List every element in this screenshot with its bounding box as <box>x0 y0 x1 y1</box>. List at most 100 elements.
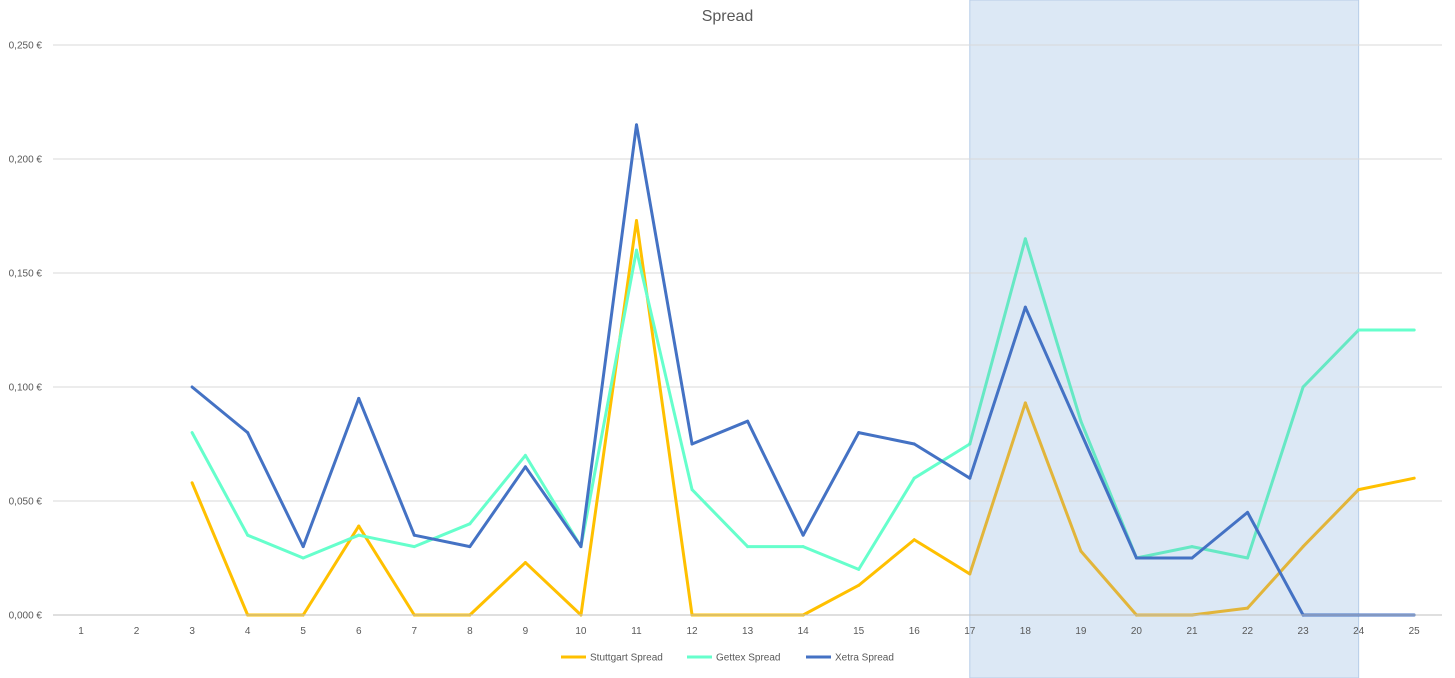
series-xetra-spread <box>190 123 1416 617</box>
data-point <box>746 545 749 548</box>
series-segment <box>912 442 972 480</box>
data-point <box>968 572 971 575</box>
data-point <box>1135 557 1138 560</box>
data-point <box>802 534 805 537</box>
axis-layer: 0,000 € 0,050 € 0,100 € 0,150 € 0,200 € 0,250… <box>9 41 1442 637</box>
series-segment <box>301 533 361 560</box>
data-point <box>302 557 305 560</box>
x-tick-label: 16 <box>909 626 921 637</box>
data-point <box>524 561 527 564</box>
series-segment <box>190 431 250 537</box>
series-segment <box>690 488 750 549</box>
data-point <box>857 584 860 587</box>
series-segment <box>1357 476 1416 492</box>
highlight-layer <box>969 0 1360 678</box>
data-point <box>1024 401 1027 404</box>
data-point <box>1413 329 1416 332</box>
series-segment <box>746 419 805 537</box>
x-tick-label: 23 <box>1298 626 1310 637</box>
series-segment <box>1190 606 1250 617</box>
series-segment <box>1023 237 1083 423</box>
series-segment <box>357 524 416 617</box>
data-point <box>1357 488 1360 491</box>
x-tick-label: 11 <box>631 626 642 637</box>
data-point <box>857 568 860 571</box>
data-point <box>468 545 471 548</box>
x-tick-label: 3 <box>189 626 195 637</box>
series-segment <box>412 522 472 549</box>
data-point <box>1191 545 1194 548</box>
series-segment <box>1023 401 1083 553</box>
series-segment <box>246 431 305 549</box>
data-point <box>913 443 916 446</box>
legend-label: Gettex Spread <box>716 653 780 664</box>
data-point <box>246 431 249 434</box>
data-point <box>1246 511 1249 514</box>
x-tick-label: 20 <box>1131 626 1143 637</box>
x-tick-label: 14 <box>798 626 810 637</box>
series-segment <box>968 305 1027 480</box>
y-tick-label: 0,250 € <box>9 41 43 52</box>
x-tick-label: 12 <box>686 626 698 637</box>
data-point <box>191 481 194 484</box>
series-segment <box>468 465 527 549</box>
data-point <box>413 534 416 537</box>
legend-item: Xetra Spread <box>806 653 894 664</box>
chart-title: Spread <box>701 8 754 25</box>
y-tick-label: 0,200 € <box>9 155 43 166</box>
data-point <box>191 386 194 389</box>
series-segment <box>1079 431 1138 560</box>
series-segment <box>968 237 1027 446</box>
legend-item: Stuttgart Spread <box>561 653 663 664</box>
data-point <box>635 123 638 126</box>
series-segment <box>801 431 861 537</box>
data-point <box>1413 477 1416 480</box>
data-point <box>357 525 360 528</box>
data-point <box>802 545 805 548</box>
series-segment <box>357 396 416 537</box>
data-point <box>524 465 527 468</box>
data-point <box>635 219 638 222</box>
legend: Stuttgart Spread Gettex Spread Xetra Sprea… <box>561 653 894 664</box>
data-point <box>968 443 971 446</box>
data-point <box>1302 545 1305 548</box>
series-segment <box>801 583 861 617</box>
data-point <box>1079 550 1082 553</box>
data-point <box>524 454 527 457</box>
x-tick-label: 19 <box>1075 626 1087 637</box>
series-segment <box>635 248 694 492</box>
series-segment <box>301 396 361 549</box>
series-segment <box>190 385 250 435</box>
x-tick-label: 24 <box>1353 626 1365 637</box>
series-segment <box>1301 488 1361 549</box>
series-segment <box>1246 510 1305 617</box>
x-tick-label: 6 <box>356 626 362 637</box>
series-segment <box>635 123 694 446</box>
series-segment <box>857 431 916 446</box>
data-point <box>968 477 971 480</box>
y-tick-label: 0,000 € <box>9 611 43 622</box>
data-point <box>691 488 694 491</box>
data-point <box>1024 237 1027 240</box>
legend-label: Stuttgart Spread <box>590 653 663 664</box>
y-tick-label: 0,050 € <box>9 497 43 508</box>
series-gettex-spread <box>190 237 1416 571</box>
x-tick-label: 22 <box>1242 626 1254 637</box>
series-segment <box>579 219 638 617</box>
series-segment <box>912 538 972 576</box>
series-segment <box>1079 549 1138 617</box>
data-point <box>1079 431 1082 434</box>
data-point <box>1246 607 1249 610</box>
series-segment <box>468 453 527 526</box>
data-point <box>579 545 582 548</box>
series-segment <box>690 419 750 446</box>
x-tick-label: 1 <box>78 626 84 637</box>
legend-label: Xetra Spread <box>835 653 894 664</box>
data-point <box>357 534 360 537</box>
data-point <box>1302 386 1305 389</box>
y-tick-label: 0,150 € <box>9 269 43 280</box>
x-tick-label: 21 <box>1186 626 1198 637</box>
series-segment <box>523 465 583 549</box>
